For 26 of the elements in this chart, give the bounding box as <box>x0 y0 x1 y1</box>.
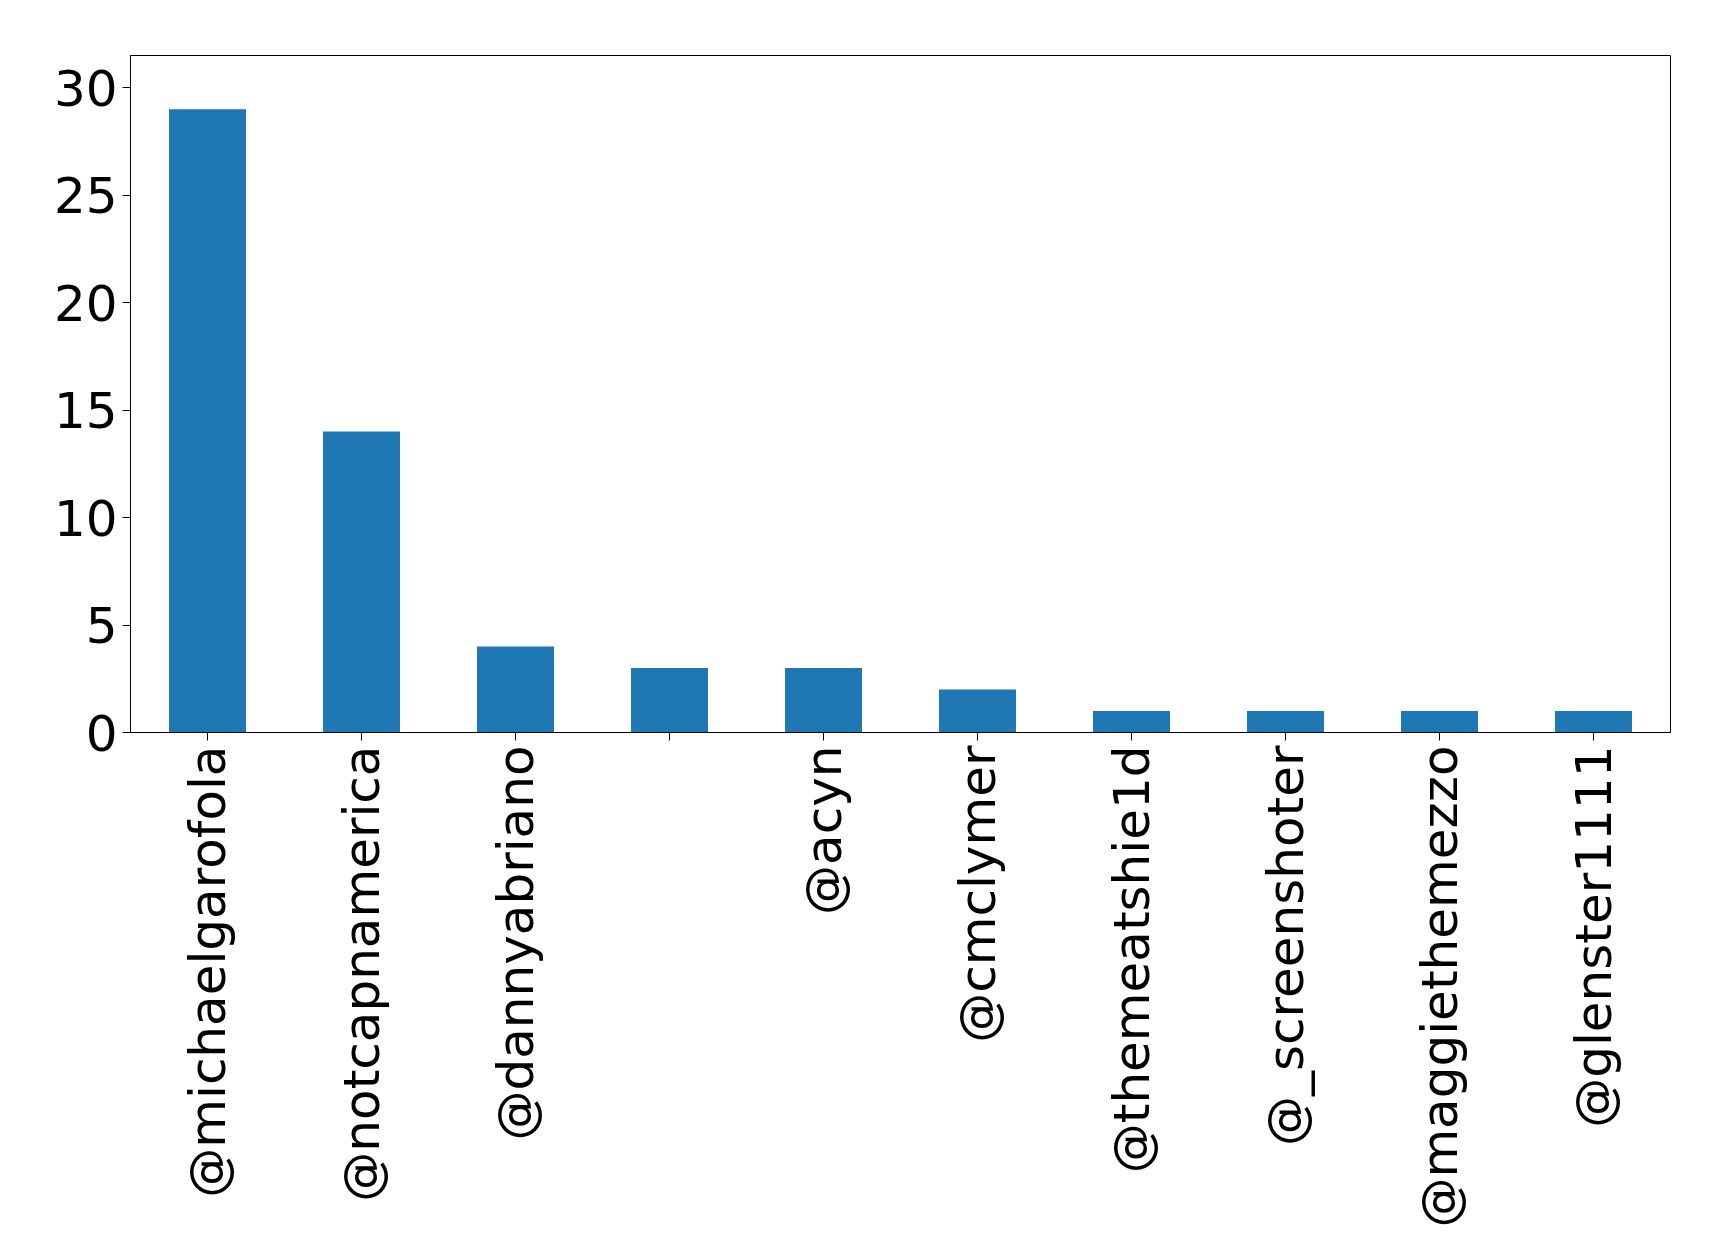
bar <box>785 668 862 733</box>
bar <box>1093 711 1170 733</box>
bar <box>169 109 246 733</box>
y-tick-label: 20 <box>53 274 118 333</box>
x-tick-label: @themeatshie1d <box>1102 745 1161 1174</box>
x-tick-label: @notcapnamerica <box>332 745 391 1202</box>
x-tick-label: @acyn <box>794 745 853 915</box>
bar <box>323 431 400 733</box>
y-tick-label: 25 <box>53 167 118 226</box>
y-tick-label: 5 <box>85 597 118 656</box>
bar <box>1555 711 1632 733</box>
bar <box>1247 711 1324 733</box>
bar <box>477 646 554 733</box>
y-tick-label: 30 <box>53 59 118 118</box>
bar <box>631 668 708 733</box>
y-tick-label: 10 <box>53 489 118 548</box>
x-tick-label: @cmclymer <box>948 745 1007 1043</box>
x-tick-label: @_screenshoter <box>1256 745 1315 1146</box>
y-tick-label: 0 <box>85 704 118 763</box>
x-tick-label: @dannyabriano <box>486 745 545 1141</box>
x-tick-label: @glenster1111 <box>1564 745 1623 1128</box>
x-tick-label: @michaelgarofola <box>178 745 237 1198</box>
bar <box>1401 711 1478 733</box>
y-tick-label: 15 <box>53 382 118 441</box>
x-tick-label: @maggiethemezzo <box>1410 745 1469 1228</box>
bar <box>939 689 1016 733</box>
